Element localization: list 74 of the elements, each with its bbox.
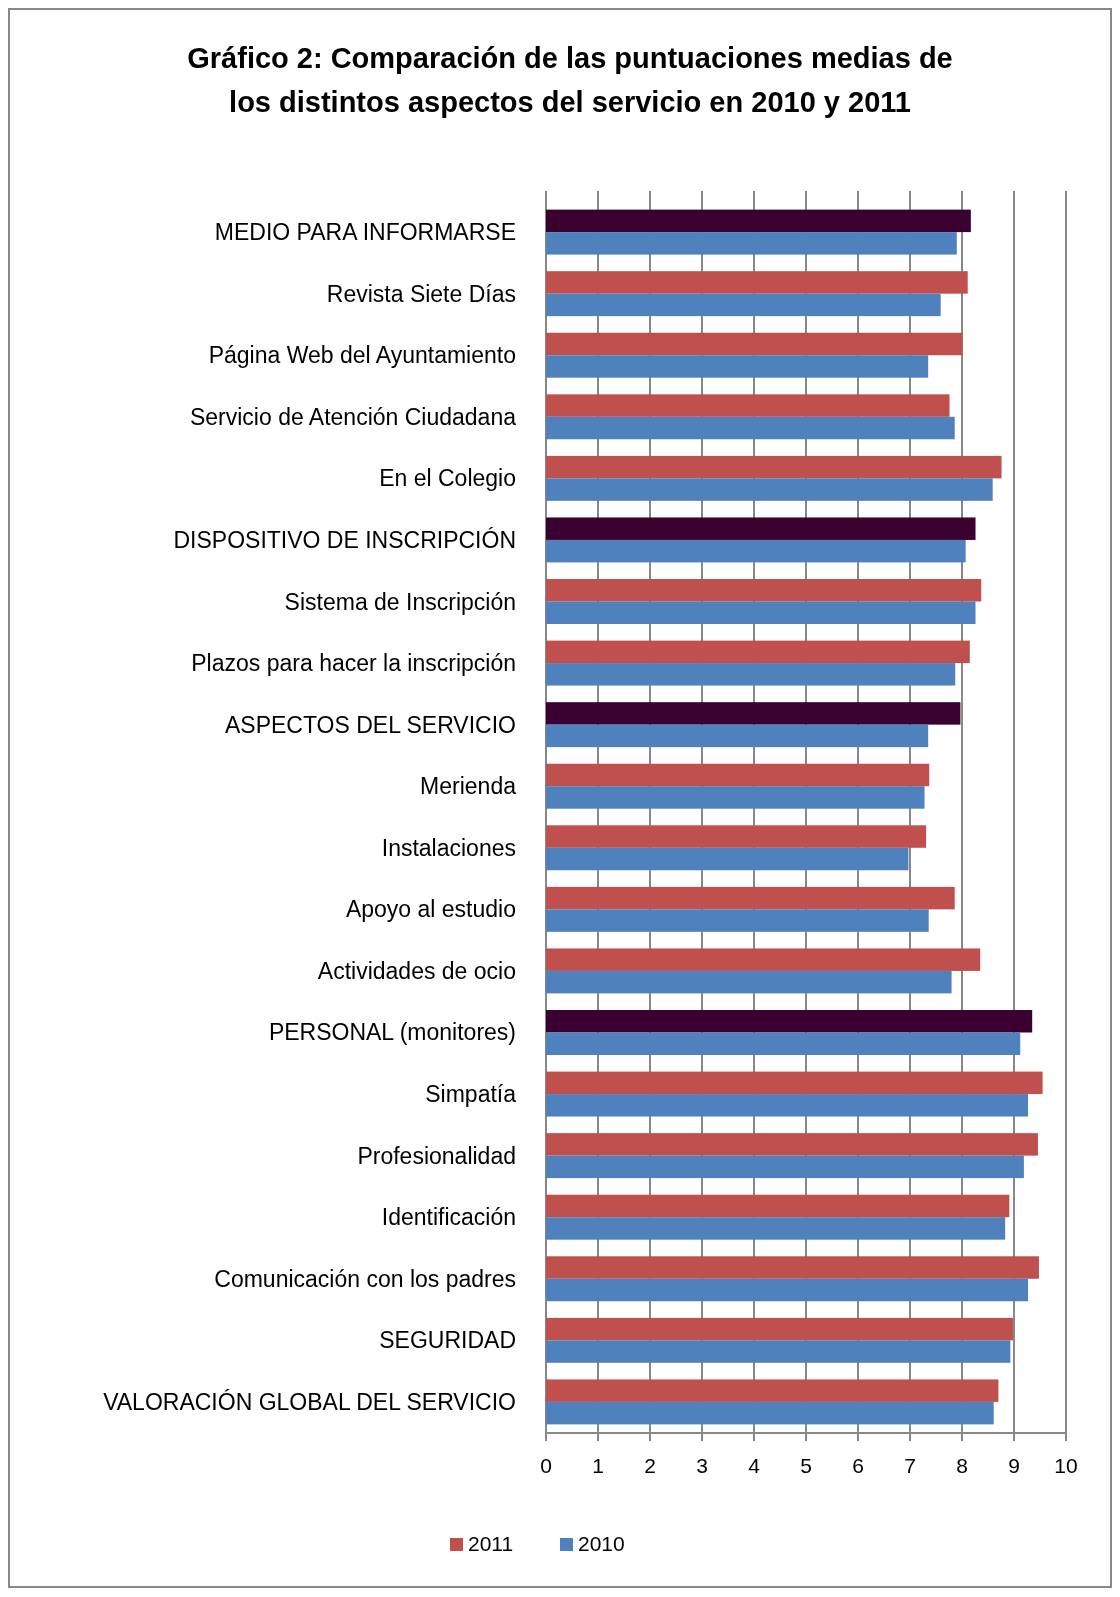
bar <box>546 1155 1024 1179</box>
bar <box>546 209 971 233</box>
y-tick-label: PERSONAL (monitores) <box>268 1019 516 1046</box>
bar <box>546 1340 1011 1363</box>
x-tick-label: 9 <box>1008 1454 1020 1477</box>
bar <box>546 478 993 501</box>
bar <box>546 1379 999 1402</box>
bar <box>546 909 929 932</box>
y-tick-label: Apoyo al estudio <box>345 896 516 923</box>
y-tick-label: DISPOSITIVO DE INSCRIPCIÓN <box>173 526 516 553</box>
x-tick-label: 8 <box>956 1454 968 1477</box>
bar <box>546 970 952 994</box>
y-tick-label: Simpatía <box>425 1081 517 1108</box>
bar <box>546 1133 1038 1156</box>
y-tick-label: Plazos para hacer la inscripción <box>191 650 516 677</box>
x-tick-label: 10 <box>1054 1454 1078 1477</box>
x-tick-label: 7 <box>904 1454 916 1477</box>
bar <box>546 1071 1043 1095</box>
y-tick-label: Servicio de Atención Ciudadana <box>189 403 517 430</box>
bar <box>546 847 909 871</box>
y-tick-label: Revista Siete Días <box>326 280 516 307</box>
bar <box>546 1401 994 1425</box>
y-tick-label: Página Web del Ayuntamiento <box>208 342 516 369</box>
y-tick-label: VALORACIÓN GLOBAL DEL SERVICIO <box>103 1388 516 1415</box>
bar <box>546 601 976 624</box>
bar <box>546 293 941 317</box>
x-tick-label: 5 <box>800 1454 812 1477</box>
y-tick-label: Sistema de Inscripción <box>284 588 516 615</box>
bar <box>546 1194 1010 1218</box>
bar <box>546 1317 1013 1341</box>
bar <box>546 579 982 602</box>
bar <box>546 1278 1029 1302</box>
x-tick-label: 6 <box>852 1454 864 1477</box>
x-tick-label: 1 <box>592 1454 604 1477</box>
bar <box>546 455 1002 479</box>
bar <box>546 271 968 294</box>
legend-label: 2010 <box>578 1532 625 1555</box>
bar <box>546 539 966 563</box>
bar <box>546 702 961 725</box>
y-tick-label: Comunicación con los padres <box>214 1265 516 1292</box>
bar <box>546 724 929 748</box>
bar <box>546 663 956 686</box>
bar <box>546 763 930 787</box>
bar <box>546 948 981 971</box>
x-tick-label: 4 <box>748 1454 761 1477</box>
bar <box>546 1256 1039 1279</box>
y-tick-label: SEGURIDAD <box>379 1327 516 1354</box>
x-tick-label: 3 <box>696 1454 708 1477</box>
x-tick-label: 2 <box>644 1454 656 1477</box>
bar <box>546 786 925 809</box>
bar <box>546 1217 1006 1240</box>
y-tick-label: Actividades de ocio <box>317 957 516 984</box>
y-tick-label: En el Colegio <box>379 465 516 492</box>
y-tick-label: Merienda <box>420 773 517 800</box>
bar <box>546 886 955 910</box>
y-tick-label: ASPECTOS DEL SERVICIO <box>224 711 516 738</box>
bar <box>546 1010 1033 1033</box>
bar <box>546 1094 1029 1117</box>
bar <box>546 640 970 664</box>
y-tick-label: Instalaciones <box>381 834 516 861</box>
x-tick-label: 0 <box>540 1454 552 1477</box>
y-tick-label: Profesionalidad <box>357 1142 516 1169</box>
bar <box>546 332 963 356</box>
y-tick-label: MEDIO PARA INFORMARSE <box>214 219 516 246</box>
y-tick-label: Identificación <box>381 1204 516 1231</box>
legend-label: 2011 <box>468 1532 514 1555</box>
bar <box>546 825 927 848</box>
bar <box>546 394 950 417</box>
bar <box>546 1032 1021 1055</box>
bar <box>546 232 957 255</box>
bar <box>546 416 955 440</box>
chart-title: Gráfico 2: Comparación de las puntuaciones medias de los distintos aspectos del servicio en 2010 y 2011 <box>187 42 953 118</box>
bar <box>546 517 976 540</box>
bar <box>546 355 929 378</box>
